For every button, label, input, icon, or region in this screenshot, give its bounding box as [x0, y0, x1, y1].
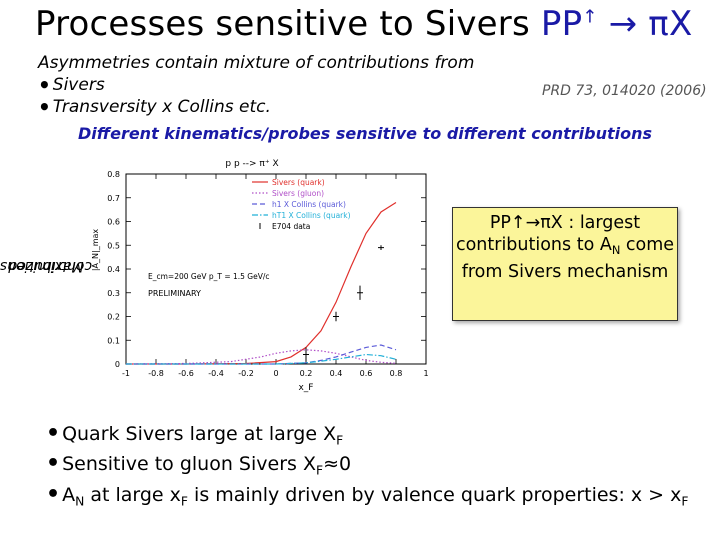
y-tick-label: 0.3 [107, 289, 120, 298]
x-tick-label: 0.6 [360, 369, 373, 378]
title-reaction-prefix: PP [540, 4, 583, 44]
intro-block: Asymmetries contain mixture of contribut… [38, 52, 474, 118]
legend-label: E704 data [272, 222, 310, 231]
reference-citation: PRD 73, 014020 (2006) [542, 83, 707, 99]
series-line [126, 344, 397, 365]
callout-text-a: : largest contributions to A [455, 213, 641, 255]
chart-title: p p --> π⁺ X [225, 159, 278, 169]
y-tick-label: 0.8 [107, 170, 120, 179]
y-tick-label: 0.2 [107, 313, 120, 322]
x-tick-label: 0.4 [330, 369, 343, 378]
intro-bullet-transversity: • Transversity x Collins etc. [38, 95, 271, 119]
legend-label: Sivers (gluon) [272, 189, 324, 198]
y-tick-label: 0.7 [107, 194, 120, 203]
title-arrow-up: ↑ [582, 6, 598, 28]
asymmetry-chart: p p --> π⁺ X -1 -0.8 -0.6 -0.4 -0.2 0 0.2 0.4 0.6… [91, 159, 429, 393]
slide-title: Processes sensitive to Sivers PP↑ → πX [35, 4, 692, 44]
x-tick-label: 0.8 [390, 369, 403, 378]
x-tick-label: -1 [122, 369, 130, 378]
y-tick-label: 0 [115, 360, 120, 369]
series-line [126, 201, 397, 365]
x-tick-label: 1 [423, 369, 428, 378]
title-main: Processes sensitive to Sivers [35, 4, 541, 44]
legend-label: h1 X Collins (quark) [272, 200, 346, 209]
bullet-gluon-sivers: • Sensitive to gluon Sivers XF≈0 [46, 451, 352, 478]
intro-line: Asymmetries contain mixture of contribut… [38, 53, 475, 73]
y-tick-label: 0.5 [107, 241, 120, 250]
x-tick-label: -0.4 [208, 369, 224, 378]
callout-box: PP↑→πX : largest contributions to AN com… [452, 207, 678, 321]
kinematics-note: Different kinematics/probes sensitive to… [78, 124, 653, 143]
annotation-kinematics: E_cm=200 GeV p_T = 1.5 GeV/c [148, 272, 270, 281]
intro-bullet-sivers: • Sivers [38, 73, 105, 97]
x-tick-label: -0.6 [178, 369, 194, 378]
x-tick-label: 0 [273, 369, 278, 378]
x-axis-label: x_F [298, 383, 313, 393]
bullet-quark-sivers: • Quark Sivers large at large XF [46, 421, 344, 448]
side-label: Maximized contributions [0, 258, 93, 274]
y-tick-label: 0.4 [107, 265, 120, 274]
x-tick-label: 0.2 [300, 369, 313, 378]
annotation-preliminary: PRELIMINARY [148, 289, 201, 298]
series-line [125, 349, 397, 365]
title-reaction: PP↑ → πX [541, 4, 693, 44]
title-reaction-suffix: → πX [597, 4, 693, 44]
conclusion-bullets: • Quark Sivers large at large XF • Sensiti… [46, 422, 689, 513]
x-tick-label: -0.2 [238, 369, 254, 378]
x-tick-label: -0.8 [148, 369, 164, 378]
y-tick-label: 0.6 [107, 218, 120, 227]
y-axis-label: |A_N|_max [91, 229, 100, 272]
callout-text-b: come from Sivers mechanism [461, 235, 675, 282]
callout-reaction: PP↑→πX [489, 213, 563, 233]
series-line [126, 353, 397, 365]
legend-label: Sivers (quark) [272, 178, 325, 187]
y-tick-label: 0.1 [107, 336, 120, 345]
legend-label: hT1 X Collins (quark) [272, 211, 351, 220]
bullet-valence: • AN at large xF is mainly driven by vale… [46, 481, 689, 508]
